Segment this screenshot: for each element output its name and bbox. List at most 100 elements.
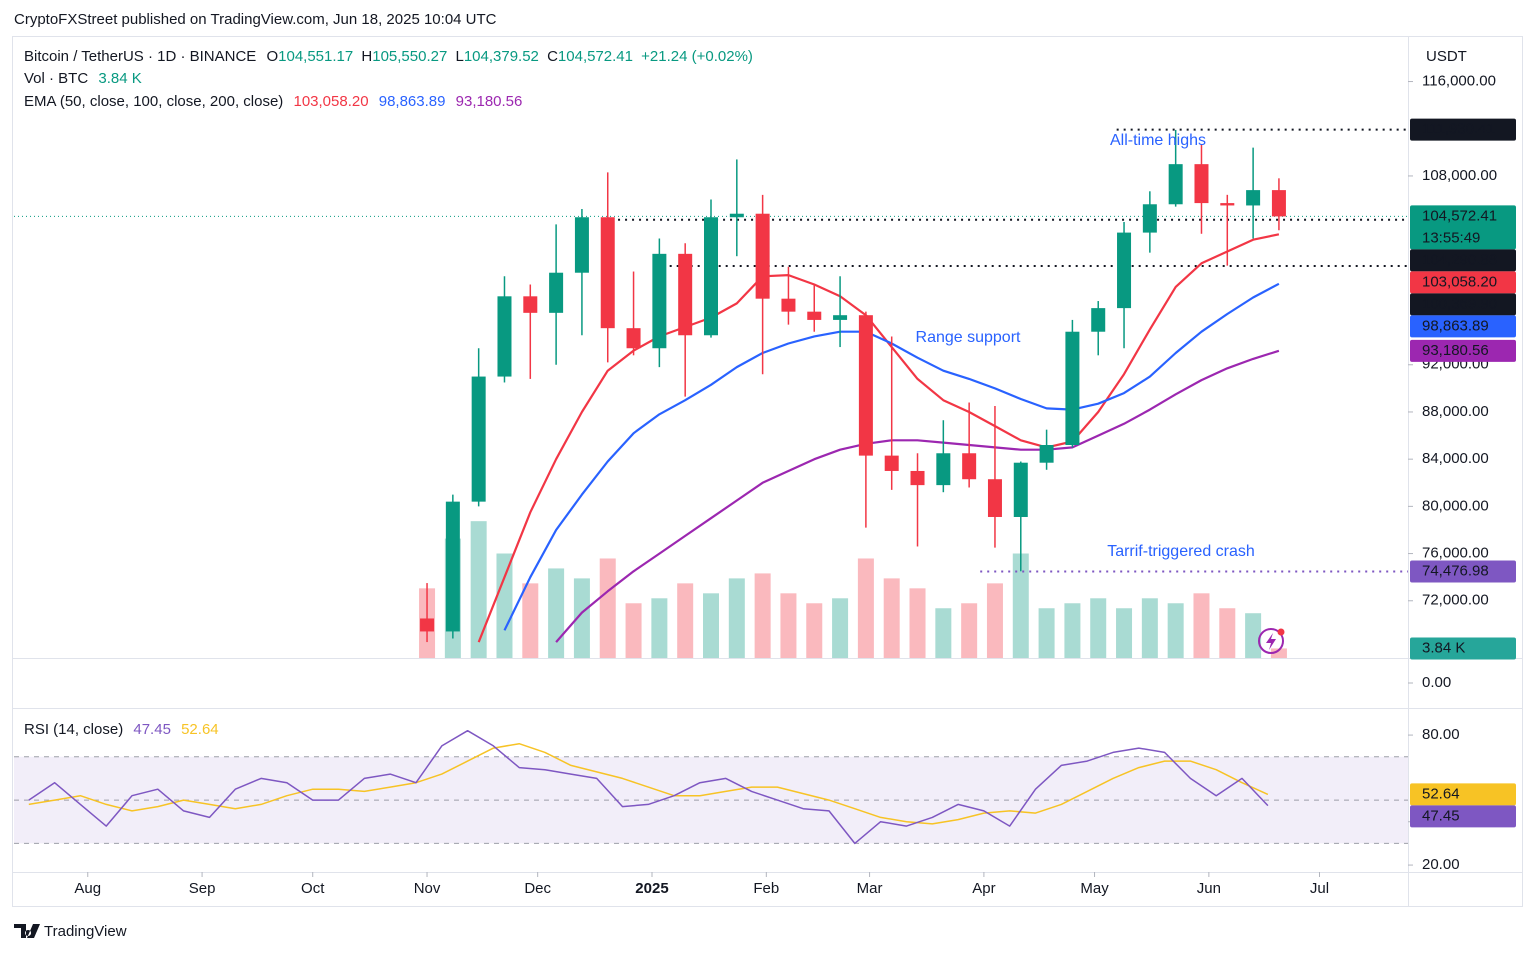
price-badge-label: 111,930.41 [1422,121,1495,138]
volume-value: 3.84 K [98,70,141,87]
volume-bar [1193,593,1210,658]
candle-body [807,311,822,320]
candle-body [600,217,615,329]
annotation: Range support [916,329,1022,346]
x-tick-label: May [1080,880,1109,897]
volume-bar [909,588,926,658]
volume-bar [780,593,797,658]
volume-bar [548,568,565,658]
candle-body [987,479,1002,517]
y-tick-label: 80.00 [1422,726,1460,743]
price-badge-label: 74,476.98 [1422,563,1489,580]
x-tick-label: Feb [753,880,779,897]
close-value: 104,572.41 [558,48,633,65]
ema-value: 103,058.20 [293,93,368,110]
price-badge-label: 13:55:49 [1422,229,1480,246]
ema-label: EMA (50, close, 100, close, 200, close) [24,93,283,110]
price-badge [1410,249,1516,272]
volume-bar [832,598,849,658]
price-badge-label: 47.45 [1422,807,1460,824]
y-tick-label: 84,000.00 [1422,450,1489,467]
x-tick-label: Apr [972,880,995,897]
change: +21.24 (+0.02%) [641,48,753,65]
volume-bar [1219,608,1236,658]
high-value: 105,550.27 [372,48,447,65]
price-badge [1410,205,1516,250]
volume-bar [857,558,874,658]
volume-bar [728,578,745,658]
candle-body [523,296,538,313]
annotation: All-time highs [1110,132,1206,149]
candle-body [1091,308,1106,332]
frame [12,36,1523,907]
x-tick-label: Dec [524,880,551,897]
volume-bar [806,603,823,658]
candle-body [1194,164,1209,204]
ema-legend: EMA (50, close, 100, close, 200, close) … [24,93,522,110]
volume-bar [651,598,668,658]
volume-bar [573,578,590,658]
rsi-ma-value: 52.64 [181,721,219,738]
ema-line [477,233,1280,643]
ema-value: 98,863.89 [379,93,446,110]
axes-layer: 72,000.00 76,000.00 80,000.00 84,000.00 88,0… [74,73,1516,897]
candle-body [678,253,693,336]
open-label: O [266,48,278,65]
volume-bar [625,603,642,658]
price-badge [1410,560,1516,583]
candle-body [1065,331,1080,446]
rsi-label: RSI (14, close) [24,721,123,738]
volume-bar [961,603,978,658]
volume-bar [883,578,900,658]
low-value: 104,379.52 [464,48,539,65]
y-tick-label: 116,000.00 [1422,73,1496,90]
price-badge-label: 104,572.41 [1422,207,1497,224]
candle-body [1142,204,1157,233]
price-badge-label: 3.84 K [1422,639,1465,656]
candle-body [497,296,512,377]
candle-body [626,328,641,349]
x-tick-label: Mar [857,880,883,897]
price-badge-label: 52.64 [1422,785,1460,802]
price-layer [14,128,1408,643]
candle-body [858,315,873,456]
close-label: C [547,48,558,65]
rsi-line [28,729,1269,845]
price-badge [1410,271,1516,294]
volume-bar [1116,608,1133,658]
alert-icon[interactable] [1258,628,1285,654]
volume-bar [935,608,952,658]
candle-body [652,253,667,349]
volume-bar [754,573,771,658]
candle-body [574,217,589,273]
x-tick-label: Nov [414,880,441,897]
price-badge [1410,315,1516,338]
volume-label: Vol · BTC [24,70,88,87]
volume-bar [1064,603,1081,658]
x-tick-label: Sep [189,880,216,897]
ema-value: 93,180.56 [456,93,523,110]
volume-bar [496,553,513,658]
candle-body [471,376,486,502]
price-badge-label: 93,180.56 [1422,342,1489,359]
x-tick-label: Oct [301,880,325,897]
price-badge [1410,339,1516,362]
volume-bar [1167,603,1184,658]
y-tick-label: 72,000.00 [1422,592,1489,609]
candle-body [833,315,848,320]
rsi-line [28,742,1269,825]
candle-body [1220,203,1235,206]
publisher: CryptoFXStreet published on TradingView.… [14,11,497,28]
y-tick-label: 20.00 [1422,856,1460,873]
volume-bar [1245,613,1262,658]
candle-body [1039,445,1054,463]
rsi-legend: RSI (14, close) 47.45 52.64 [24,721,219,738]
volume-legend: Vol · BTC 3.84 K [24,70,142,87]
annotation: Tarrif-triggered crash [1107,543,1255,560]
price-badge [1410,783,1516,806]
candle-body [910,470,925,486]
y-tick-label: 88,000.00 [1422,403,1489,420]
candle-body [549,272,564,313]
candle-body [1271,190,1286,217]
